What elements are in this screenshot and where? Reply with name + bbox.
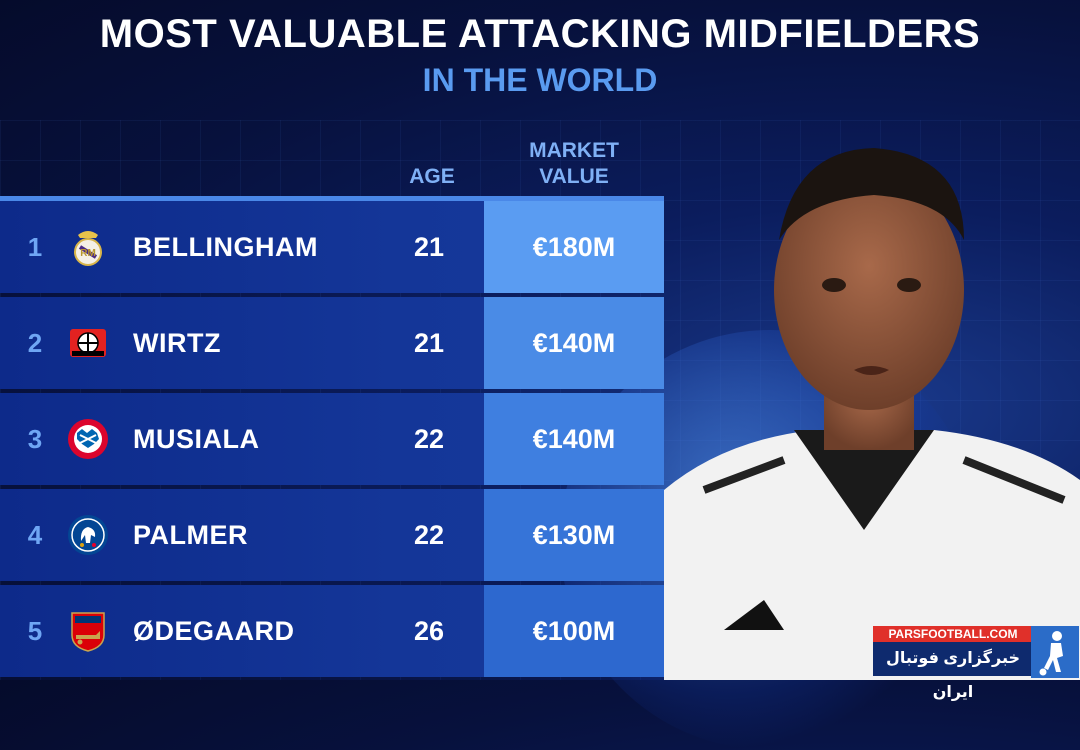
rank: 3 [27, 424, 43, 454]
football-player-logo-icon [1031, 626, 1079, 678]
table-row: 4 PALMER 22 €130M [0, 489, 664, 581]
bayern-munich-crest-icon [68, 419, 108, 459]
column-header-age: AGE [409, 165, 455, 188]
player-age: 22 [413, 424, 445, 454]
player-name: BELLINGHAM [133, 232, 318, 262]
table-top-line [0, 196, 664, 201]
watermark-tagline: خبرگزاری فوتبال ایران [873, 642, 1033, 701]
column-header-market-value: MARKET VALUE [484, 138, 664, 190]
market-value: €140M [484, 393, 664, 485]
player-name: MUSIALA [133, 424, 260, 454]
bayer-leverkusen-crest-icon [70, 329, 106, 357]
player-age: 22 [413, 520, 445, 550]
watermark-badge: PARSFOOTBALL.COM خبرگزاری فوتبال ایران [873, 626, 1079, 701]
page-subtitle: IN THE WORLD [422, 62, 658, 98]
svg-text:RM: RM [80, 248, 96, 259]
page-title: MOST VALUABLE ATTACKING MIDFIELDERS [99, 12, 981, 56]
table-row: 1 RM BELLINGHAM 21 €180M [0, 201, 664, 293]
rank: 1 [27, 232, 43, 262]
player-age: 26 [413, 616, 445, 646]
market-value: €100M [484, 585, 664, 677]
table-row: 2 WIRTZ 21 €140M [0, 297, 664, 389]
column-header-market-value-line1: MARKET [529, 139, 619, 162]
player-name: PALMER [133, 520, 248, 550]
table-row: 5 ØDEGAARD 26 €100M [0, 585, 664, 677]
watermark-site-name: PARSFOOTBALL.COM [873, 626, 1033, 642]
arsenal-crest-icon [71, 612, 105, 652]
rank: 2 [27, 328, 43, 358]
market-value: €180M [484, 201, 664, 293]
player-name: ØDEGAARD [133, 616, 295, 646]
player-name: WIRTZ [133, 328, 221, 358]
real-madrid-crest-icon: RM [74, 231, 102, 266]
player-age: 21 [413, 232, 445, 262]
chelsea-crest-icon [68, 515, 108, 555]
market-value: €140M [484, 297, 664, 389]
rank: 5 [27, 616, 43, 646]
player-photo [664, 148, 1080, 680]
player-age: 21 [413, 328, 445, 358]
market-value: €130M [484, 489, 664, 581]
rank: 4 [27, 520, 43, 550]
table-row: 3 MUSIALA 22 €140M [0, 393, 664, 485]
column-header-market-value-line2: VALUE [539, 165, 609, 188]
